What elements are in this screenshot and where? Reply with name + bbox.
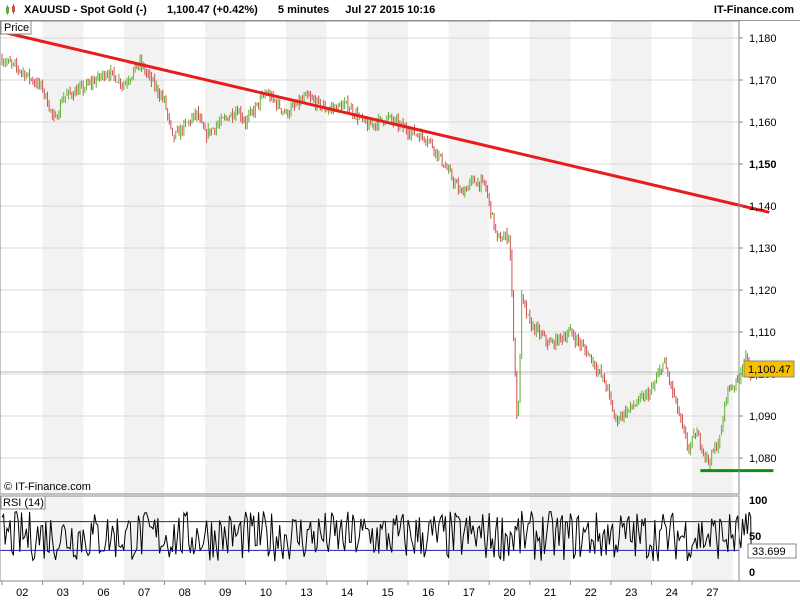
- day-band: [205, 21, 246, 494]
- day-band: [123, 496, 165, 581]
- rsi-panel-label-box: [0, 495, 46, 510]
- date-axis: 02 03 06 07 08 09 10 13 14 15 16 17 20 21 22 23 24 27: [1, 581, 719, 599]
- rsi-tick-label: 0: [749, 567, 755, 579]
- rsi-tick-label: 50: [749, 531, 761, 543]
- price-tick-label: 1,160: [749, 117, 777, 129]
- date-tick-label: 23: [625, 587, 637, 599]
- price-tick-label: 1,120: [749, 285, 777, 297]
- day-band: [611, 496, 652, 581]
- price-tick-label: 1,090: [749, 411, 777, 423]
- day-band: [692, 21, 733, 494]
- date-tick-label: 07: [138, 587, 150, 599]
- date-tick-label: 09: [219, 587, 231, 599]
- price-tick-label: 1,180: [749, 33, 777, 45]
- date-tick-label: 27: [706, 587, 718, 599]
- resistance-trendline: [0, 29, 770, 214]
- date-tick-label: 24: [666, 587, 678, 599]
- last-price-badge: [743, 360, 795, 378]
- date-tick-label: 06: [97, 587, 109, 599]
- day-band: [692, 496, 733, 581]
- price-change-label: 1,100.47 (+0.42%): [166, 4, 258, 16]
- price-panel-label-box: [0, 20, 32, 35]
- price-panel-frame: [0, 20, 740, 495]
- weekday-bands: [42, 21, 733, 581]
- date-tick-label: 08: [179, 587, 191, 599]
- last-price-value: 1,100.47: [748, 364, 791, 376]
- day-band: [529, 21, 571, 494]
- day-band: [123, 21, 165, 494]
- day-band: [42, 496, 84, 581]
- copyright-label: © IT-Finance.com: [4, 481, 91, 493]
- price-tick-label: 1,130: [749, 243, 777, 255]
- price-tick-label: 1,080: [749, 453, 777, 465]
- chart-title: XAUUSD - Spot Gold (-) 1,100.47 (+0.42%)…: [24, 4, 435, 16]
- day-band: [529, 496, 571, 581]
- date-tick-label: 14: [341, 587, 353, 599]
- date-tick-label: 21: [544, 587, 556, 599]
- price-tick-label: 1,150: [749, 159, 777, 171]
- price-gridlines: [0, 37, 739, 459]
- day-band: [42, 21, 84, 494]
- chart-area[interactable]: 1,0801,0901,1001,1101,1201,1301,1401,150…: [0, 20, 800, 600]
- chart-annotations: [0, 29, 774, 473]
- symbol-label: XAUUSD - Spot Gold (-): [24, 4, 147, 16]
- price-tick-label: 1,140: [749, 201, 777, 213]
- candlestick-icon: [6, 4, 15, 15]
- price-tick-label: 1,170: [749, 75, 777, 87]
- date-tick-label: 17: [463, 587, 475, 599]
- day-band: [611, 21, 652, 494]
- last-rsi-badge: [747, 543, 797, 559]
- last-rsi-value: 33.699: [752, 546, 786, 558]
- rsi-axis: 0 50 100: [0, 495, 767, 579]
- day-band: [286, 21, 327, 494]
- rsi-series: [1, 510, 752, 562]
- date-tick-label: 16: [422, 587, 434, 599]
- rsi-panel-label: RSI (14): [3, 497, 44, 509]
- price-series: [1, 53, 752, 470]
- price-tick-label: 1,110: [749, 327, 776, 339]
- day-band: [367, 21, 408, 494]
- price-axis: 1,0801,0901,1001,1101,1201,1301,1401,150…: [739, 33, 777, 465]
- date-tick-label: 15: [382, 587, 394, 599]
- price-panel-label: Price: [4, 22, 29, 34]
- rsi-line: [1, 510, 752, 562]
- date-tick-label: 20: [503, 587, 515, 599]
- date-tick-label: 22: [585, 587, 597, 599]
- date-tick-label: 13: [300, 587, 312, 599]
- interval-label: 5 minutes: [277, 4, 330, 16]
- chart-header: XAUUSD - Spot Gold (-) 1,100.47 (+0.42%)…: [0, 0, 800, 21]
- datetime-label: Jul 27 2015 10:16: [345, 4, 436, 16]
- date-tick-label: 03: [57, 587, 69, 599]
- site-label[interactable]: IT-Finance.com: [713, 4, 794, 16]
- day-band: [448, 21, 490, 494]
- rsi-tick-label: 100: [749, 495, 767, 507]
- date-tick-label: 10: [260, 587, 272, 599]
- date-tick-label: 02: [16, 587, 28, 599]
